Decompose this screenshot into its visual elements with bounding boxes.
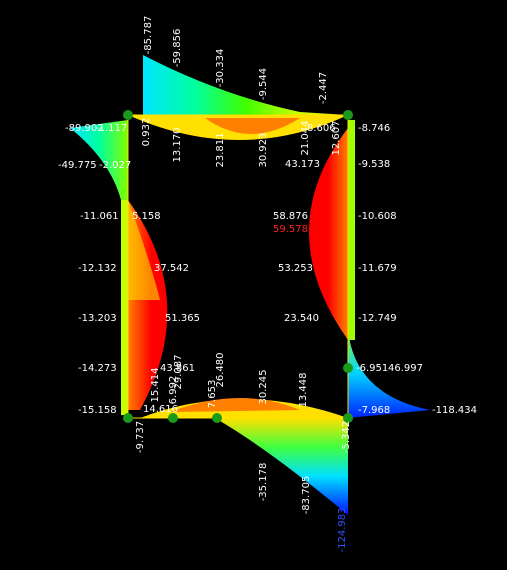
label: -59.856 <box>172 29 183 68</box>
label: -1.117 <box>95 123 127 134</box>
label: -15.158 <box>78 405 117 416</box>
label: 6.992 <box>168 376 179 405</box>
label: -83.705 <box>301 476 312 515</box>
label: 14.616 <box>143 404 178 415</box>
label: -11.061 <box>80 211 119 222</box>
label: 43.173 <box>285 159 320 170</box>
label: -7.968 <box>358 405 390 416</box>
label: 26.480 <box>215 353 226 388</box>
label: -9.538 <box>358 159 390 170</box>
node <box>212 413 222 423</box>
top-negative <box>143 55 348 115</box>
label: -35.178 <box>258 463 269 502</box>
label: -13.203 <box>78 313 117 324</box>
node <box>343 110 353 120</box>
label: 46.997 <box>388 363 423 374</box>
label: 12.607 <box>331 121 342 156</box>
node <box>168 413 178 423</box>
label: -118.434 <box>432 405 477 416</box>
bottom-negative <box>215 418 348 515</box>
label: 29.087 <box>173 355 184 390</box>
label: 5.158 <box>132 211 161 222</box>
label: 23.811 <box>215 133 226 168</box>
label: 59.578 <box>273 224 308 235</box>
label: 51.365 <box>165 313 200 324</box>
bottom-positive-core <box>170 397 300 412</box>
nodes <box>123 110 353 423</box>
label: -2.027 <box>99 160 131 171</box>
label: 58.876 <box>273 211 308 222</box>
left-strip <box>121 200 128 415</box>
node <box>343 413 353 423</box>
label: 43.861 <box>160 363 195 374</box>
label: -12.749 <box>358 313 397 324</box>
label: -14.273 <box>78 363 117 374</box>
label: 7.653 <box>207 380 218 409</box>
node <box>343 363 353 373</box>
node <box>123 413 133 423</box>
label: -2.447 <box>318 72 329 104</box>
label: -5.342 <box>341 421 352 453</box>
label: -49.775 <box>58 160 97 171</box>
label: 0.932 <box>141 118 152 147</box>
label: 15.414 <box>150 368 161 403</box>
label: -124.983 <box>337 508 348 553</box>
label: 30.923 <box>258 133 269 168</box>
right-flare <box>348 330 430 418</box>
label: -12.132 <box>78 263 117 274</box>
label: -9.737 <box>135 421 146 453</box>
label: 13.170 <box>172 128 183 163</box>
label: -11.679 <box>358 263 397 274</box>
label: -10.608 <box>358 211 397 222</box>
label: 21.044 <box>300 121 311 156</box>
label: 53.253 <box>278 263 313 274</box>
left-positive-top <box>128 200 160 300</box>
label: -89.902 <box>65 123 104 134</box>
label: -30.334 <box>215 49 226 88</box>
moment-diagram <box>70 55 430 515</box>
label: 8.606 <box>307 123 336 134</box>
labels: -85.787 -59.856 -30.334 -9.544 -2.447 0.… <box>58 16 477 553</box>
right-positive <box>309 128 348 340</box>
label: 13.448 <box>298 373 309 408</box>
right-strip <box>348 120 355 340</box>
label: -6.951 <box>356 363 388 374</box>
label: 37.542 <box>154 263 189 274</box>
label: -8.746 <box>358 123 390 134</box>
label: 30.245 <box>258 370 269 405</box>
node <box>123 110 133 120</box>
label: -85.787 <box>143 16 154 55</box>
label: 23.540 <box>284 313 319 324</box>
label: -9.544 <box>258 68 269 100</box>
top-positive-core <box>205 118 300 134</box>
